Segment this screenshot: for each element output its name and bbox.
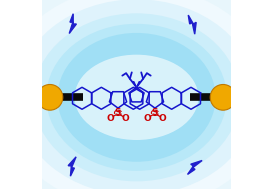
Polygon shape <box>69 14 76 33</box>
Text: O: O <box>144 114 152 123</box>
Ellipse shape <box>57 33 216 162</box>
Ellipse shape <box>16 0 257 189</box>
Circle shape <box>210 84 236 110</box>
Ellipse shape <box>33 13 240 181</box>
Text: O: O <box>121 114 129 123</box>
Ellipse shape <box>46 24 227 171</box>
Ellipse shape <box>75 55 198 140</box>
Polygon shape <box>188 160 202 174</box>
Text: S: S <box>115 108 121 117</box>
Text: O: O <box>158 114 166 123</box>
Circle shape <box>37 84 63 110</box>
Polygon shape <box>188 15 196 34</box>
Text: O: O <box>107 114 115 123</box>
Text: S: S <box>152 108 158 117</box>
Polygon shape <box>68 157 76 176</box>
